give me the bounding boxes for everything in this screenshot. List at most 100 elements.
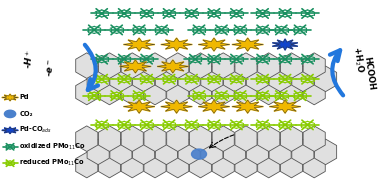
- Circle shape: [213, 59, 215, 60]
- Polygon shape: [189, 79, 212, 105]
- Circle shape: [160, 29, 163, 31]
- Polygon shape: [258, 152, 280, 178]
- Polygon shape: [303, 152, 325, 178]
- Circle shape: [123, 59, 125, 60]
- Polygon shape: [235, 152, 257, 178]
- Circle shape: [299, 95, 301, 96]
- Polygon shape: [212, 152, 234, 178]
- Polygon shape: [2, 94, 18, 101]
- Ellipse shape: [5, 110, 15, 118]
- Polygon shape: [161, 100, 192, 113]
- Circle shape: [145, 79, 148, 80]
- Circle shape: [138, 95, 141, 96]
- Circle shape: [235, 124, 238, 125]
- Polygon shape: [269, 139, 291, 165]
- Circle shape: [101, 79, 103, 80]
- Polygon shape: [167, 152, 189, 178]
- Polygon shape: [198, 38, 230, 51]
- Polygon shape: [280, 126, 302, 151]
- Circle shape: [213, 13, 215, 14]
- Polygon shape: [189, 126, 212, 151]
- Circle shape: [261, 124, 264, 125]
- Polygon shape: [121, 53, 143, 78]
- Circle shape: [145, 124, 148, 125]
- Circle shape: [213, 124, 215, 125]
- Polygon shape: [157, 60, 189, 73]
- Polygon shape: [144, 152, 166, 178]
- Polygon shape: [280, 152, 302, 178]
- Polygon shape: [232, 100, 263, 113]
- Polygon shape: [314, 66, 337, 92]
- Polygon shape: [76, 126, 98, 151]
- Circle shape: [123, 13, 125, 14]
- Text: HCOOH: HCOOH: [363, 56, 376, 91]
- Polygon shape: [303, 53, 325, 78]
- Circle shape: [261, 29, 264, 31]
- Polygon shape: [178, 66, 200, 92]
- Polygon shape: [258, 53, 280, 78]
- Circle shape: [9, 163, 11, 164]
- Polygon shape: [98, 53, 121, 78]
- Polygon shape: [246, 66, 268, 92]
- Polygon shape: [144, 79, 166, 105]
- Circle shape: [93, 29, 96, 31]
- Polygon shape: [314, 139, 337, 165]
- Polygon shape: [133, 66, 155, 92]
- Polygon shape: [167, 53, 189, 78]
- Polygon shape: [121, 152, 143, 178]
- Polygon shape: [120, 60, 151, 73]
- Circle shape: [145, 13, 148, 14]
- Polygon shape: [110, 66, 132, 92]
- Text: Pd: Pd: [19, 94, 29, 100]
- Text: +H$_2$O: +H$_2$O: [350, 45, 366, 73]
- Circle shape: [190, 13, 193, 14]
- Circle shape: [306, 13, 309, 14]
- Circle shape: [168, 124, 170, 125]
- Circle shape: [115, 95, 118, 96]
- Polygon shape: [167, 79, 189, 105]
- Circle shape: [261, 13, 264, 14]
- Polygon shape: [232, 38, 263, 51]
- Polygon shape: [235, 53, 257, 78]
- Polygon shape: [269, 66, 291, 92]
- Polygon shape: [280, 53, 302, 78]
- Circle shape: [261, 79, 264, 80]
- Circle shape: [220, 95, 223, 96]
- Polygon shape: [198, 100, 230, 113]
- Polygon shape: [87, 139, 109, 165]
- Circle shape: [284, 13, 287, 14]
- Circle shape: [284, 79, 287, 80]
- Circle shape: [299, 29, 301, 31]
- Polygon shape: [235, 126, 257, 151]
- Polygon shape: [133, 139, 155, 165]
- Polygon shape: [87, 66, 109, 92]
- Text: Pd-CO$_{ads}$: Pd-CO$_{ads}$: [19, 125, 53, 135]
- Circle shape: [138, 29, 141, 31]
- Polygon shape: [76, 53, 98, 78]
- Circle shape: [101, 13, 103, 14]
- Polygon shape: [110, 139, 132, 165]
- Polygon shape: [303, 79, 325, 105]
- FancyArrowPatch shape: [85, 45, 98, 90]
- Circle shape: [9, 146, 11, 147]
- Circle shape: [115, 29, 118, 31]
- Polygon shape: [189, 53, 212, 78]
- Polygon shape: [246, 139, 268, 165]
- Polygon shape: [223, 139, 246, 165]
- Polygon shape: [124, 100, 155, 113]
- Circle shape: [261, 95, 264, 96]
- Circle shape: [284, 59, 287, 60]
- Circle shape: [235, 79, 238, 80]
- Polygon shape: [124, 38, 155, 51]
- Circle shape: [220, 29, 223, 31]
- Circle shape: [194, 59, 197, 60]
- Polygon shape: [167, 126, 189, 151]
- Polygon shape: [98, 126, 121, 151]
- Circle shape: [235, 59, 238, 60]
- Polygon shape: [272, 39, 298, 50]
- Polygon shape: [121, 79, 143, 105]
- Circle shape: [123, 79, 125, 80]
- Polygon shape: [270, 100, 301, 113]
- Polygon shape: [280, 79, 302, 105]
- Ellipse shape: [192, 149, 206, 159]
